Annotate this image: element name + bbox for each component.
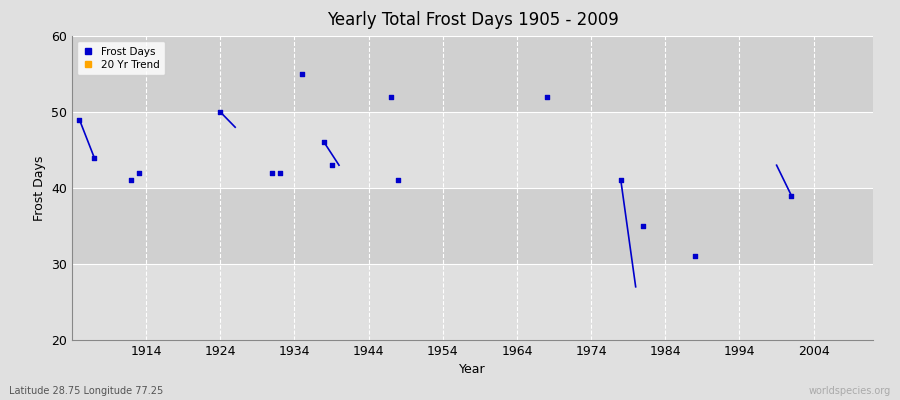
Bar: [72, 264, 873, 340]
Y-axis label: Frost Days: Frost Days: [32, 155, 46, 221]
Point: [72, 116, 86, 123]
Point: [636, 223, 651, 229]
Point: [614, 177, 628, 184]
Point: [784, 192, 798, 199]
Point: [124, 177, 139, 184]
X-axis label: Year: Year: [459, 364, 486, 376]
Point: [688, 253, 702, 260]
Point: [392, 177, 406, 184]
Point: [317, 139, 331, 146]
Point: [265, 170, 279, 176]
Title: Yearly Total Frost Days 1905 - 2009: Yearly Total Frost Days 1905 - 2009: [327, 11, 618, 29]
Point: [294, 71, 309, 77]
Bar: [72, 188, 873, 264]
Point: [131, 170, 146, 176]
Point: [383, 94, 398, 100]
Text: Latitude 28.75 Longitude 77.25: Latitude 28.75 Longitude 77.25: [9, 386, 163, 396]
Bar: [72, 112, 873, 188]
Point: [87, 154, 102, 161]
Point: [213, 109, 228, 115]
Legend: Frost Days, 20 Yr Trend: Frost Days, 20 Yr Trend: [77, 41, 165, 75]
Text: worldspecies.org: worldspecies.org: [809, 386, 891, 396]
Point: [324, 162, 338, 168]
Point: [273, 170, 287, 176]
Bar: [72, 36, 873, 112]
Point: [539, 94, 554, 100]
